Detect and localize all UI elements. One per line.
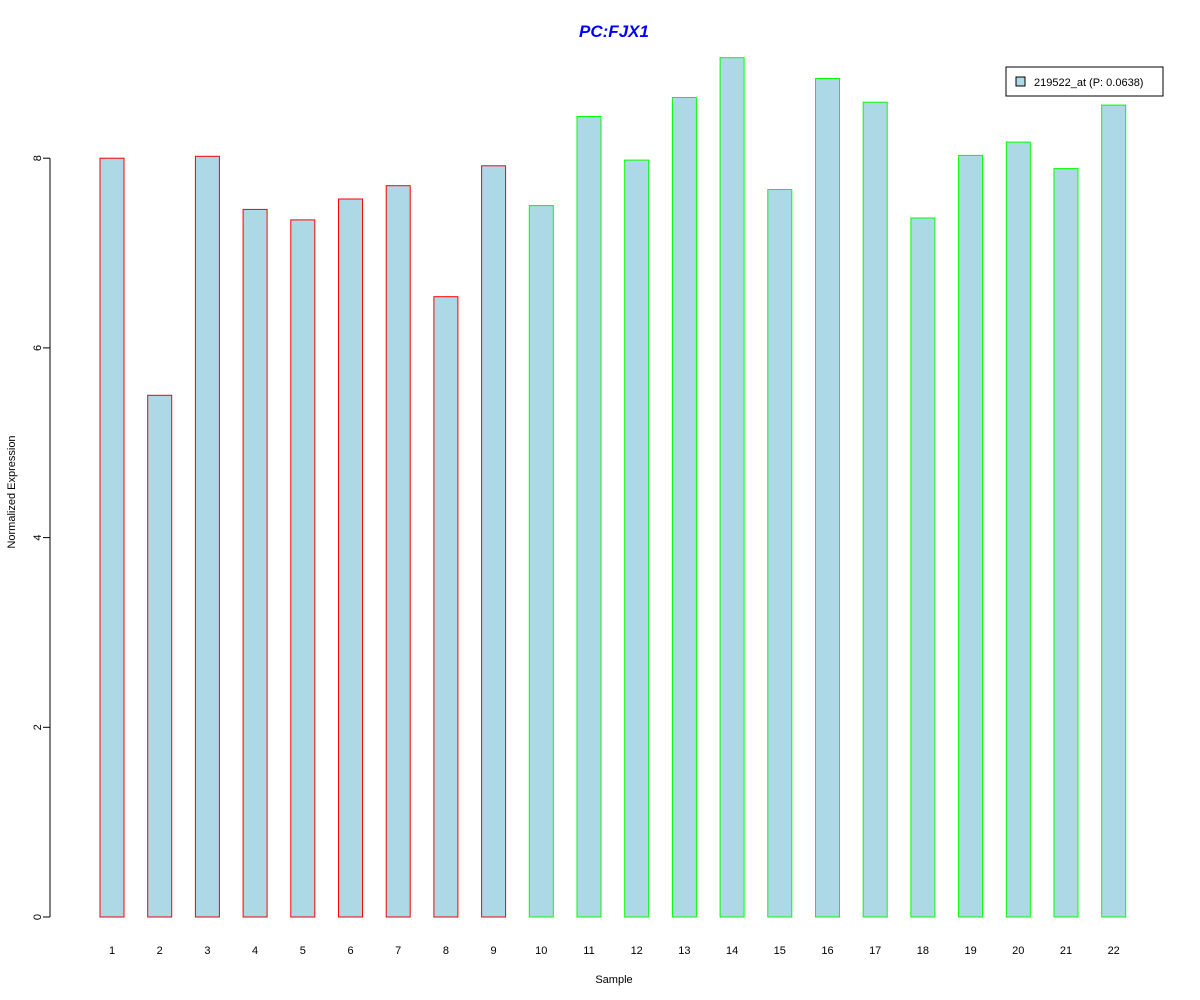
bar-sample-2 <box>147 394 173 918</box>
bar-sample-14 <box>719 57 745 918</box>
bar-sample-22 <box>1101 104 1127 918</box>
x-tick-label: 10 <box>535 945 547 957</box>
legend-series-label: 219522_at (P: 0.0638) <box>1034 77 1143 89</box>
bar-sample-16 <box>815 78 840 918</box>
bar-sample-19 <box>958 154 984 918</box>
bars-group <box>99 57 1127 918</box>
y-tick-label: 6 <box>32 345 44 351</box>
y-tick-label: 8 <box>32 155 44 161</box>
legend-box <box>1005 66 1164 97</box>
y-tick-label: 0 <box>32 914 44 920</box>
bar-sample-6 <box>338 198 363 918</box>
x-tick-label: 22 <box>1108 945 1120 957</box>
x-tick-label: 5 <box>300 945 306 957</box>
bar-sample-18 <box>910 217 936 918</box>
bar-sample-21 <box>1053 168 1079 918</box>
x-tick-label: 1 <box>109 945 115 957</box>
y-tick-label: 4 <box>32 535 44 541</box>
x-tick-label: 2 <box>157 945 163 957</box>
bar-sample-13 <box>671 97 697 918</box>
x-tick-label: 17 <box>869 945 881 957</box>
x-tick-label: 4 <box>252 945 258 957</box>
bar-sample-4 <box>242 208 268 918</box>
bar-sample-20 <box>1005 141 1031 918</box>
x-tick-label: 20 <box>1012 945 1024 957</box>
bar-sample-7 <box>385 185 411 918</box>
x-tick-labels: 1 2 3 4 5 6 7 8 9 10 11 12 13 14 15 16 17 18 19 20 21 22 <box>109 945 1120 957</box>
x-tick-label: 3 <box>204 945 210 957</box>
bar-sample-9 <box>481 165 507 918</box>
chart-title: PC:FJX1 <box>579 22 649 41</box>
x-tick-label: 12 <box>631 945 643 957</box>
x-tick-label: 6 <box>347 945 353 957</box>
bar-sample-8 <box>433 296 459 918</box>
x-tick-label: 8 <box>443 945 449 957</box>
x-tick-label: 18 <box>917 945 929 957</box>
x-tick-label: 21 <box>1060 945 1072 957</box>
x-tick-label: 9 <box>491 945 497 957</box>
y-tick-label: 2 <box>32 724 44 730</box>
legend-swatch <box>1015 76 1026 87</box>
x-tick-label: 15 <box>774 945 786 957</box>
x-tick-label: 16 <box>821 945 833 957</box>
x-tick-label: 14 <box>726 945 738 957</box>
x-tick-label: 11 <box>583 945 594 957</box>
x-tick-label: 19 <box>964 945 976 957</box>
bar-sample-5 <box>290 219 316 918</box>
x-axis-label: Sample <box>595 974 632 986</box>
bar-sample-17 <box>862 101 888 918</box>
bar-sample-1 <box>99 157 125 918</box>
bar-sample-10 <box>528 205 554 918</box>
legend: 219522_at (P: 0.0638) <box>1005 66 1164 97</box>
x-tick-label: 7 <box>395 945 401 957</box>
bar-sample-12 <box>624 159 650 918</box>
bar-sample-15 <box>767 189 793 918</box>
y-axis-label: Normalized Expression <box>6 435 18 548</box>
bar-sample-3 <box>194 155 220 918</box>
y-axis: 0 2 4 6 8 <box>32 155 51 920</box>
x-tick-label: 13 <box>678 945 690 957</box>
bar-sample-11 <box>576 116 602 918</box>
